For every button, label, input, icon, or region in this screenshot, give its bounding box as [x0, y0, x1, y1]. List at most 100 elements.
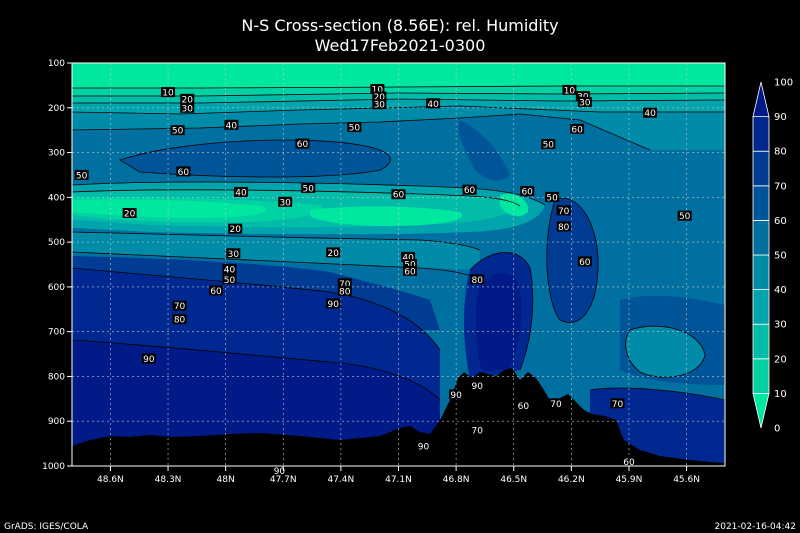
x-tick-label: 47.1N — [385, 475, 412, 485]
svg-text:60: 60 — [518, 402, 530, 412]
svg-text:50: 50 — [349, 124, 361, 134]
colorbar-segment — [752, 323, 770, 360]
field-band-60-right — [458, 120, 510, 181]
x-tick-label: 45.6N — [673, 475, 700, 485]
contour-label: 80 — [172, 314, 187, 326]
svg-text:50: 50 — [546, 193, 558, 203]
y-axis: 100 200 300 400 500 600 700 800 900 1000 — [42, 59, 72, 472]
footer-left: GrADS: IGES/COLA — [4, 522, 89, 532]
svg-text:90: 90 — [274, 467, 286, 477]
colorbar-tick-label: 30 — [774, 320, 787, 331]
contour-label: 50 — [403, 259, 418, 271]
chart-title: N-S Cross-section (8.56E): rel. Humidity — [241, 16, 558, 35]
contour-label: 70 — [548, 398, 563, 410]
svg-text:20: 20 — [230, 225, 242, 235]
contour-label: 50 — [170, 125, 185, 137]
field-band-40-60-transition — [72, 232, 480, 270]
svg-text:10: 10 — [162, 89, 174, 99]
contour-label: 60 — [295, 138, 310, 150]
svg-text:20: 20 — [182, 95, 194, 105]
svg-text:60: 60 — [297, 140, 309, 150]
contour-label: 60 — [209, 285, 224, 297]
y-tick-label: 700 — [48, 328, 65, 338]
colorbar-tick-label: 60 — [774, 216, 787, 227]
colorbar-segment — [752, 116, 770, 152]
y-tick-label: 200 — [48, 104, 65, 114]
svg-text:30: 30 — [374, 101, 386, 111]
colorbar-tick-label: 80 — [774, 147, 787, 158]
field-band-0-10-lower-b — [310, 206, 462, 226]
contour-label: 50 — [301, 182, 316, 194]
contour-label: 90 — [416, 440, 431, 452]
svg-text:60: 60 — [404, 267, 416, 277]
contour-label: 20 — [326, 247, 341, 259]
svg-text:40: 40 — [402, 253, 414, 263]
contour-label: 20 — [122, 208, 137, 220]
svg-text:70: 70 — [339, 280, 351, 290]
svg-text:40: 40 — [644, 109, 656, 119]
svg-text:40: 40 — [226, 121, 238, 131]
svg-text:50: 50 — [679, 212, 691, 222]
svg-text:50: 50 — [303, 184, 315, 194]
contour-label: 40 — [224, 119, 239, 131]
colorbar-segment — [752, 81, 770, 117]
contour-label: 70 — [337, 278, 352, 290]
contour-label: 30 — [372, 99, 387, 111]
colorbar-tick-label: 70 — [774, 181, 787, 192]
svg-text:80: 80 — [339, 287, 351, 297]
svg-text:50: 50 — [172, 127, 184, 137]
svg-text:60: 60 — [393, 191, 405, 201]
colorbar-segment — [752, 254, 770, 290]
colorbar-segment — [752, 289, 770, 325]
svg-text:80: 80 — [558, 223, 570, 233]
colorbar-segment — [752, 358, 770, 394]
contour-label: 90 — [470, 380, 485, 392]
terrain — [72, 368, 725, 470]
contour-label: 50 — [74, 169, 89, 181]
contour-label: 70 — [556, 205, 571, 217]
contour-label: 20 — [180, 93, 195, 105]
colorbar-tick-label: 10 — [774, 389, 787, 400]
svg-text:20: 20 — [327, 249, 339, 259]
svg-text:40: 40 — [224, 265, 236, 275]
svg-text:80: 80 — [174, 316, 186, 326]
x-tick-label: 46.2N — [558, 475, 585, 485]
contour-label: 80 — [556, 221, 571, 233]
contour-label: 30 — [180, 102, 195, 114]
field-band-10-20 — [72, 86, 725, 96]
contour-labels: 1020305040605010203040506010303040506040… — [74, 83, 692, 477]
svg-text:60: 60 — [210, 287, 222, 297]
contour-label: 50 — [677, 210, 692, 222]
plot-area: 1020305040605010203040506010303040506040… — [42, 59, 726, 485]
contour-label: 50 — [545, 191, 560, 203]
contour-label: 60 — [516, 400, 531, 412]
svg-text:70: 70 — [550, 400, 562, 410]
svg-text:90: 90 — [327, 300, 339, 310]
svg-text:60: 60 — [571, 125, 583, 135]
y-tick-label: 800 — [48, 372, 65, 382]
svg-text:30: 30 — [228, 250, 240, 260]
svg-text:30: 30 — [182, 104, 194, 114]
contour-label: 30 — [226, 248, 241, 260]
x-axis: 48.6N 48.3N 48N 47.7N 47.4N 47.1N 46.8N 46.5N 46… — [97, 466, 700, 485]
x-tick-label: 47.4N — [327, 475, 354, 485]
contour-label: 50 — [347, 122, 362, 134]
contour-label: 40 — [426, 98, 441, 110]
svg-text:70: 70 — [472, 427, 484, 437]
contour-label: 20 — [228, 223, 243, 235]
colorbar: 0 10 20 30 40 50 60 70 80 90 100 — [752, 78, 793, 435]
colorbar-segment — [752, 185, 770, 221]
colorbar-segment — [752, 219, 770, 256]
svg-text:50: 50 — [543, 141, 555, 151]
svg-text:10: 10 — [372, 85, 384, 95]
svg-text:30: 30 — [279, 198, 291, 208]
field-band-0-10-lower — [72, 199, 267, 218]
colorbar-tick-label: 0 — [774, 424, 780, 435]
svg-text:50: 50 — [224, 276, 236, 286]
svg-text:10: 10 — [564, 86, 576, 96]
contour-label: 80 — [337, 285, 352, 297]
y-tick-label: 1000 — [42, 462, 65, 472]
svg-text:90: 90 — [450, 391, 462, 401]
contour-label: 40 — [643, 107, 658, 119]
svg-text:40: 40 — [235, 188, 247, 198]
